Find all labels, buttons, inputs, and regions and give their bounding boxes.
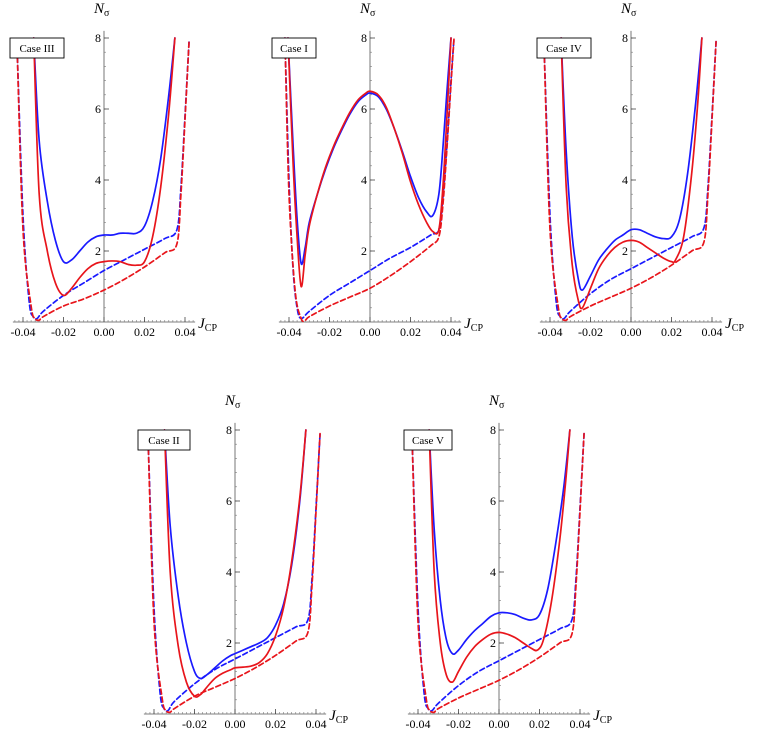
x-tick-label: 0.00 <box>94 325 115 339</box>
case-label: Case IV <box>546 43 582 55</box>
x-tick-label: -0.02 <box>317 325 342 339</box>
x-tick-label: 0.04 <box>570 717 591 731</box>
case-label-box <box>137 429 191 451</box>
panel-case-iii: -0.04 -0.02 0.00 0.02 0.04 2 4 6 8 JCP Nσ Case III <box>9 1 217 339</box>
y-tick-label: 8 <box>622 31 628 45</box>
panel-case-iv: -0.04 -0.02 0.00 0.02 0.04 2 4 6 8 JCP Nσ Case IV <box>536 1 744 339</box>
x-tick-label: 0.02 <box>265 717 286 731</box>
x-tick-label: -0.04 <box>11 325 36 339</box>
series-blue-solid <box>32 37 176 264</box>
y-axis-title: Nσ <box>620 1 637 19</box>
x-tick-label: 0.04 <box>702 325 723 339</box>
y-tick-label: 2 <box>490 636 496 650</box>
y-tick-label: 8 <box>361 31 367 45</box>
y-axis-title: Nσ <box>488 393 505 411</box>
x-axis-title: JCP <box>464 316 483 334</box>
case-label-box <box>271 37 317 59</box>
x-tick-label: -0.02 <box>51 325 76 339</box>
x-tick-label: -0.04 <box>406 717 431 731</box>
case-label: Case II <box>148 435 180 447</box>
series-blue-solid <box>560 37 703 291</box>
x-axis-title: JCP <box>725 316 744 334</box>
x-tick-label: -0.02 <box>182 717 207 731</box>
y-tick-label: 6 <box>361 102 367 116</box>
series-red-solid <box>560 37 703 310</box>
y-tick-label: 6 <box>226 494 232 508</box>
series-red-solid <box>428 429 571 684</box>
x-tick-label: -0.04 <box>142 717 167 731</box>
series-blue-dashed <box>16 40 190 320</box>
x-tick-label: 0.00 <box>621 325 642 339</box>
y-tick-label: 4 <box>622 173 628 187</box>
x-tick-label: 0.04 <box>175 325 196 339</box>
series-red-dashed <box>147 432 321 714</box>
y-tick-label: 2 <box>95 244 101 258</box>
y-tick-label: 2 <box>226 636 232 650</box>
x-tick-label: 0.00 <box>360 325 381 339</box>
panel-case-ii: -0.04 -0.02 0.00 0.02 0.04 2 4 6 8 JCP Nσ Case II <box>137 393 348 731</box>
y-axis-title: Nσ <box>93 1 110 19</box>
x-tick-label: 0.00 <box>489 717 510 731</box>
case-label: Case I <box>280 43 308 55</box>
series-red-dashed <box>543 40 717 322</box>
x-tick-label: 0.02 <box>134 325 155 339</box>
x-tick-label: 0.02 <box>661 325 682 339</box>
x-axis-title: JCP <box>593 708 612 726</box>
y-tick-label: 4 <box>361 173 367 187</box>
y-tick-label: 8 <box>226 423 232 437</box>
x-tick-label: -0.04 <box>277 325 302 339</box>
series-blue-dashed <box>284 37 455 320</box>
y-axis-title: Nσ <box>359 1 376 19</box>
x-tick-label: 0.02 <box>529 717 550 731</box>
panel-case-v: -0.04 -0.02 0.00 0.02 0.04 2 4 6 8 JCP Nσ Case V <box>403 393 612 731</box>
y-tick-label: 2 <box>622 244 628 258</box>
series-red-solid <box>32 37 176 297</box>
series-blue-solid <box>287 37 452 266</box>
x-tick-label: 0.04 <box>306 717 327 731</box>
y-tick-label: 6 <box>490 494 496 508</box>
x-tick-label: 0.00 <box>225 717 246 731</box>
y-tick-label: 6 <box>95 102 101 116</box>
series-red-dashed <box>411 432 585 714</box>
y-tick-label: 2 <box>361 244 367 258</box>
y-tick-label: 4 <box>226 565 232 579</box>
case-label-box <box>536 37 592 59</box>
x-tick-label: -0.02 <box>578 325 603 339</box>
x-tick-label: 0.02 <box>400 325 421 339</box>
y-tick-label: 8 <box>490 423 496 437</box>
series-red-solid <box>163 429 307 698</box>
y-tick-label: 6 <box>622 102 628 116</box>
x-axis-title: JCP <box>329 708 348 726</box>
y-tick-label: 4 <box>95 173 101 187</box>
x-tick-label: 0.04 <box>441 325 462 339</box>
series-red-dashed <box>284 37 455 323</box>
case-label-box <box>403 429 453 451</box>
case-label-box <box>9 37 65 59</box>
case-label: Case III <box>19 43 54 55</box>
panel-case-i: -0.04 -0.02 0.00 0.02 0.04 2 4 6 8 JCP Nσ Case I <box>271 1 483 339</box>
y-tick-label: 8 <box>95 31 101 45</box>
x-axis-title: JCP <box>198 316 217 334</box>
series-blue-solid <box>428 429 571 656</box>
x-tick-label: -0.02 <box>446 717 471 731</box>
series-red-dashed <box>16 40 190 322</box>
y-axis-title: Nσ <box>224 393 241 411</box>
x-tick-label: -0.04 <box>538 325 563 339</box>
case-label: Case V <box>412 435 444 447</box>
series-red-solid <box>287 37 452 288</box>
series-blue-dashed <box>147 432 321 713</box>
y-tick-label: 4 <box>490 565 496 579</box>
